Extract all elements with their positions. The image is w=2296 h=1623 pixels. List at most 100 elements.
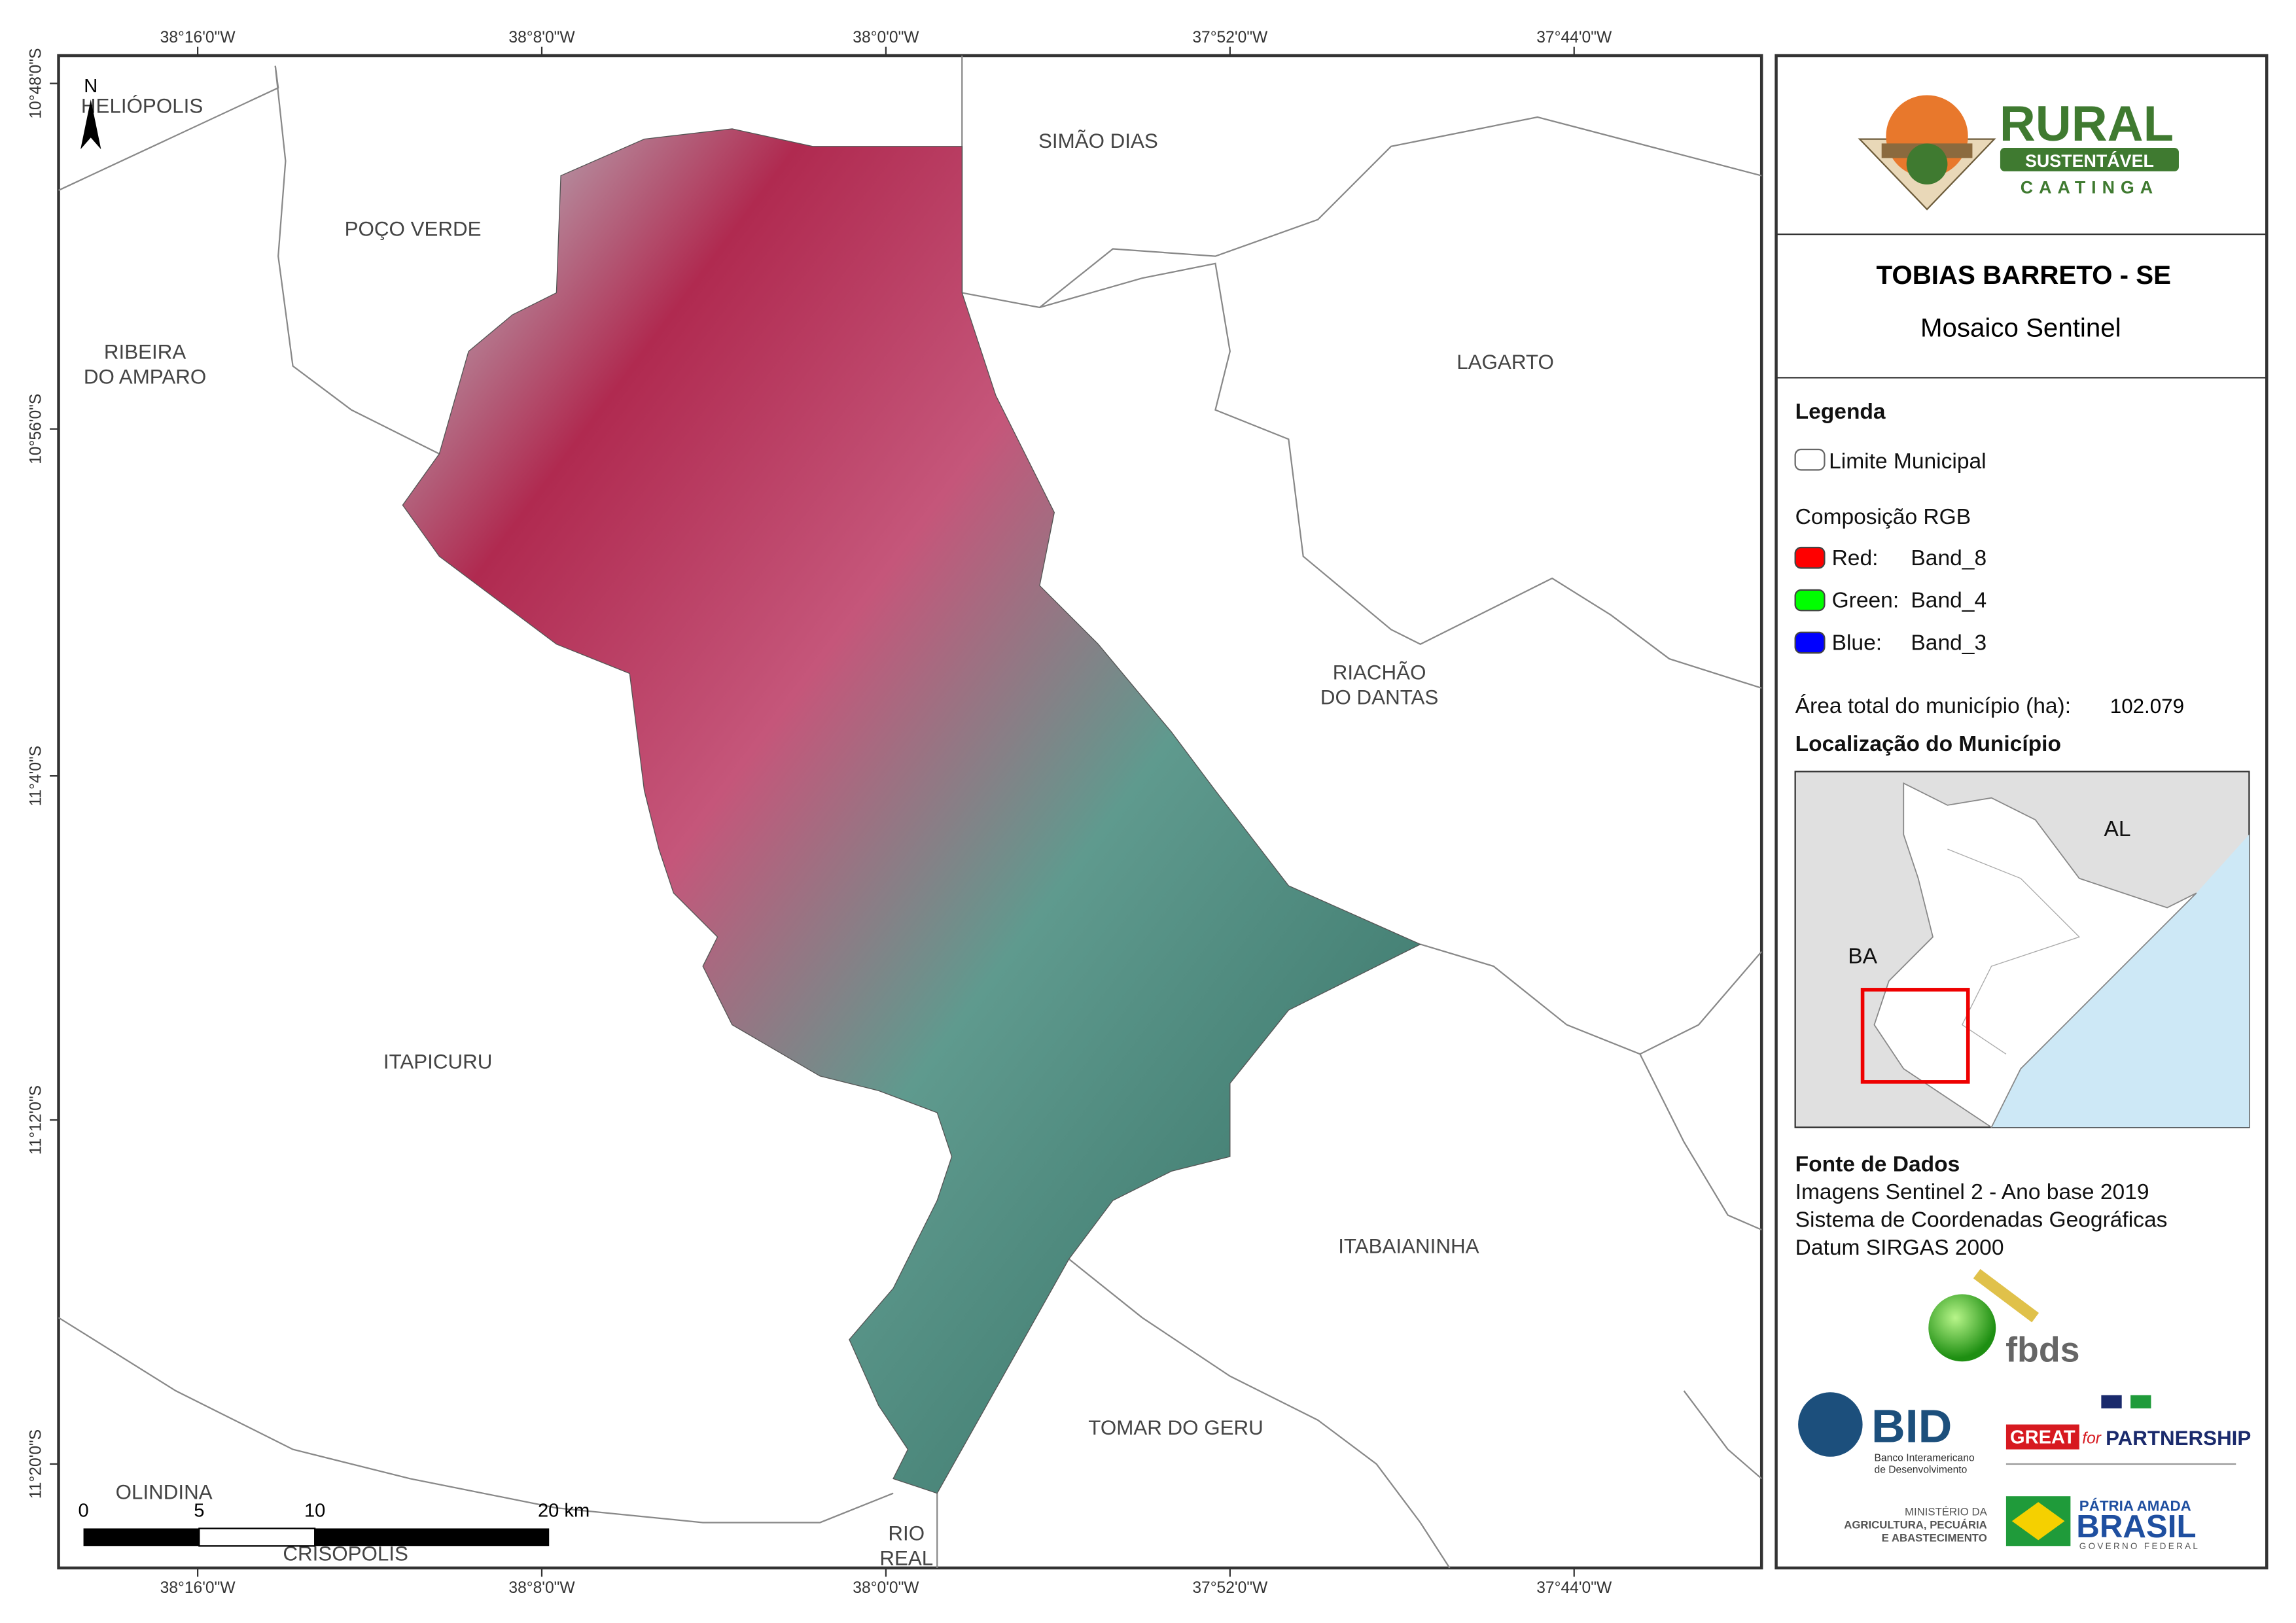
- place-label: RIBEIRA: [104, 340, 186, 363]
- logo-subtext: E ABASTECIMENTO: [1882, 1532, 1987, 1544]
- logo-text: GREAT: [2010, 1427, 2075, 1448]
- logo-globe: [1798, 1392, 1863, 1457]
- logo-tree: [1906, 143, 1948, 184]
- great-logo: GREAT for PARTNERSHIP: [2005, 1395, 2251, 1465]
- band-legend: Red: Band_8 Green: Band_4 Blue: Band_3: [1794, 546, 1987, 655]
- scale-segment: [83, 1528, 200, 1546]
- logo-word: RURAL: [2000, 96, 2174, 152]
- boundary: [1683, 1390, 1762, 1480]
- left-tick-label: 11°20'0"S: [27, 1429, 45, 1499]
- band-label: Red:: [1832, 546, 1879, 570]
- logo-text: PÁTRIA AMADA: [2079, 1498, 2191, 1514]
- logo-text: for: [2082, 1430, 2102, 1448]
- inset-locator: [1860, 988, 1970, 1084]
- scale-label: 20 km: [538, 1501, 590, 1522]
- source-heading: Fonte de Dados: [1795, 1152, 1960, 1176]
- legend-swatch: [1794, 448, 1826, 471]
- source-line: Sistema de Coordenadas Geográficas: [1795, 1208, 2168, 1232]
- bottom-tick-label: 38°16'0"W: [160, 1579, 236, 1597]
- left-tick-label: 10°48'0"S: [27, 48, 45, 119]
- bottom-tick-label: 38°0'0"W: [853, 1579, 919, 1597]
- logo-subtext: GOVERNO FEDERAL: [2079, 1541, 2200, 1551]
- inset-label: AL: [2104, 817, 2130, 841]
- scale-label: 0: [78, 1501, 88, 1522]
- logo-subtext: Banco Interamericano: [1874, 1452, 1974, 1463]
- inset-sea: [1991, 834, 2250, 1128]
- logo-box: [2005, 1424, 2079, 1450]
- place-label: SIMÃO DIAS: [1038, 130, 1158, 152]
- place-label: DO AMPARO: [84, 365, 206, 388]
- area-label: Área total do município (ha):: [1795, 694, 2071, 718]
- band-value: Band_4: [1911, 589, 1987, 613]
- top-tick-label: 37°44'0"W: [1536, 29, 1612, 46]
- municipality-image: [402, 128, 1422, 1494]
- place-label: HELIÓPOLIS: [81, 94, 203, 117]
- place-label: ITABAIANINHA: [1338, 1235, 1479, 1258]
- logo-subtext: MINISTÉRIO DA: [1905, 1505, 1988, 1518]
- fbds-logo: fbds: [1928, 1268, 2080, 1369]
- band-swatch: [1794, 631, 1826, 654]
- scale-segment: [315, 1528, 550, 1546]
- place-label: RIACHÃO: [1333, 661, 1426, 684]
- place-label: TOMAR DO GERU: [1088, 1416, 1263, 1439]
- flag-mark: [2011, 1502, 2065, 1541]
- flag: [2130, 1395, 2151, 1408]
- top-tick-label: 38°0'0"W: [853, 29, 919, 46]
- top-tick-label: 38°16'0"W: [160, 29, 236, 46]
- boundary: [1039, 116, 1762, 308]
- area-value: 102.079: [2110, 695, 2184, 718]
- logo-text: PARTNERSHIP: [2106, 1427, 2251, 1450]
- boundary: [1068, 1258, 1451, 1569]
- band-value: Band_3: [1911, 631, 1987, 655]
- arrow: [80, 99, 101, 150]
- scale-bar: 0 5 10 20 km: [78, 1501, 590, 1547]
- source-line: Datum SIRGAS 2000: [1795, 1236, 2004, 1260]
- boundary: [1639, 1053, 1762, 1230]
- side-panel: RURAL SUSTENTÁVEL CAATINGA TOBIAS BARRET…: [1775, 54, 2269, 1570]
- top-tick-label: 38°8'0"W: [508, 29, 575, 46]
- band-swatch: [1794, 546, 1826, 569]
- logo-subtext: de Desenvolvimento: [1874, 1464, 1967, 1475]
- rural-logo: RURAL SUSTENTÁVEL CAATINGA: [1858, 95, 2179, 211]
- boundaries: [58, 56, 1763, 1569]
- bottom-tick-label: 38°8'0"W: [508, 1579, 575, 1597]
- place-label: POÇO VERDE: [345, 217, 482, 240]
- legend-heading: Legenda: [1795, 400, 1886, 424]
- graticule-labels: 38°16'0"W 38°8'0"W 38°0'0"W 37°52'0"W 37°44'…: [27, 29, 1612, 1597]
- north-label: N: [84, 76, 97, 97]
- legend-subheading: Composição RGB: [1795, 505, 1971, 529]
- left-tick-label: 10°56'0"S: [27, 394, 45, 464]
- logo-subtext: AGRICULTURA, PECUÁRIA: [1844, 1518, 1987, 1531]
- logo-text: BRASIL: [2076, 1509, 2196, 1544]
- place-label: REAL: [879, 1546, 933, 1569]
- boundary: [1420, 943, 1763, 1055]
- band-label: Blue:: [1832, 631, 1882, 655]
- band-label: Green:: [1832, 589, 1899, 613]
- legend-label: Limite Municipal: [1829, 449, 1987, 474]
- place-label: DO DANTAS: [1320, 686, 1438, 708]
- boundary: [274, 65, 440, 455]
- logo-sub: CAATINGA: [2021, 177, 2159, 197]
- inset-label: BA: [1848, 945, 1877, 969]
- logo-band-text: SUSTENTÁVEL: [2025, 150, 2154, 171]
- bottom-tick-label: 37°52'0"W: [1192, 1579, 1268, 1597]
- map-title: TOBIAS BARRETO - SE: [1877, 260, 2171, 290]
- north-arrow: N: [80, 76, 101, 150]
- place-label: OLINDINA: [116, 1481, 213, 1504]
- map-subtitle: Mosaico Sentinel: [1920, 313, 2121, 343]
- boundary: [58, 1317, 894, 1524]
- place-label: ITAPICURU: [383, 1051, 493, 1073]
- logo-band: [2000, 148, 2179, 171]
- band-value: Band_8: [1911, 546, 1987, 570]
- scale-label: 5: [194, 1501, 204, 1522]
- location-heading: Localização do Município: [1795, 732, 2061, 756]
- bid-logo: BID Banco Interamericano de Desenvolvime…: [1798, 1392, 1975, 1475]
- place-label: RIO: [888, 1522, 925, 1544]
- scale-label: 10: [304, 1501, 325, 1522]
- inset-map: AL BA: [1794, 771, 2250, 1128]
- bottom-tick-label: 37°44'0"W: [1536, 1579, 1612, 1597]
